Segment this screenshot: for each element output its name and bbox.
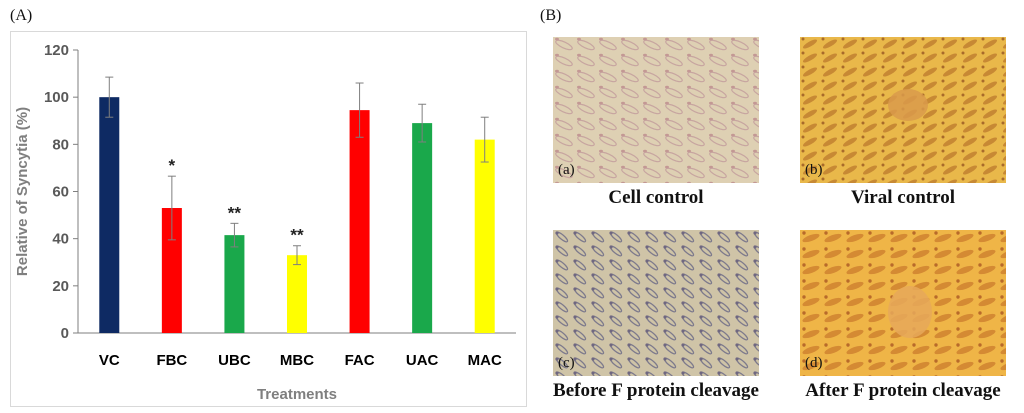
significance-mark: ** (290, 226, 304, 245)
y-tick-label: 120 (44, 42, 69, 59)
x-tick-label: FBC (156, 352, 187, 369)
x-tick-label: VC (99, 352, 120, 369)
bar-mbc (287, 255, 307, 333)
bar-ubc (224, 235, 245, 333)
panel-a-label: (A) (10, 7, 33, 24)
y-tick-label: 20 (52, 278, 69, 295)
photo-tag-d: (d) (805, 355, 823, 371)
y-tick-label: 80 (52, 136, 69, 153)
caption-cell-control: Cell control (608, 187, 704, 208)
caption-before-cleavage: Before F protein cleavage (553, 380, 759, 401)
y-axis-title: Relative of Syncytia (%) (14, 107, 31, 276)
bar-mac (474, 139, 495, 333)
x-axis-title: Treatments (257, 386, 337, 403)
caption-viral-control: Viral control (851, 187, 955, 208)
before-cleavage-micrograph (553, 230, 759, 376)
photo-cell-control: (a) (553, 37, 759, 183)
viral-control-micrograph (800, 37, 1006, 183)
x-tick-label: FAC (345, 352, 375, 369)
photo-tag-c: (c) (558, 355, 575, 371)
bar-vc (99, 97, 120, 334)
after-cleavage-micrograph (800, 230, 1006, 376)
photo-after-cleavage: (d) (800, 230, 1006, 376)
panel-b-label: (B) (540, 7, 562, 24)
caption-after-cleavage: After F protein cleavage (805, 380, 1001, 401)
photo-viral-control: (b) (800, 37, 1006, 183)
chart-frame: 0 20 40 60 80 100 120 VC * FBC ** UBC ** MBC FAC UAC MAC… (10, 31, 527, 407)
photo-before-cleavage: (c) (553, 230, 759, 376)
y-tick-label: 60 (52, 184, 69, 201)
y-tick-label: 40 (52, 231, 69, 248)
syncytia-bar-chart: 0 20 40 60 80 100 120 VC * FBC ** UBC ** MBC FAC UAC MAC… (14, 42, 516, 403)
x-tick-label: UAC (406, 352, 439, 369)
y-tick-label: 100 (44, 89, 69, 106)
bar-fac (349, 110, 370, 333)
photo-tag-a: (a) (558, 162, 575, 178)
x-tick-label: MAC (468, 352, 502, 369)
bar-uac (412, 123, 433, 333)
significance-mark: ** (228, 203, 242, 222)
significance-mark: * (169, 156, 176, 175)
cell-control-micrograph (553, 37, 759, 183)
bar-fbc (161, 208, 182, 333)
y-tick-label: 0 (61, 325, 69, 342)
x-tick-label: MBC (280, 352, 314, 369)
photo-tag-b: (b) (805, 162, 823, 178)
x-tick-label: UBC (218, 352, 251, 369)
